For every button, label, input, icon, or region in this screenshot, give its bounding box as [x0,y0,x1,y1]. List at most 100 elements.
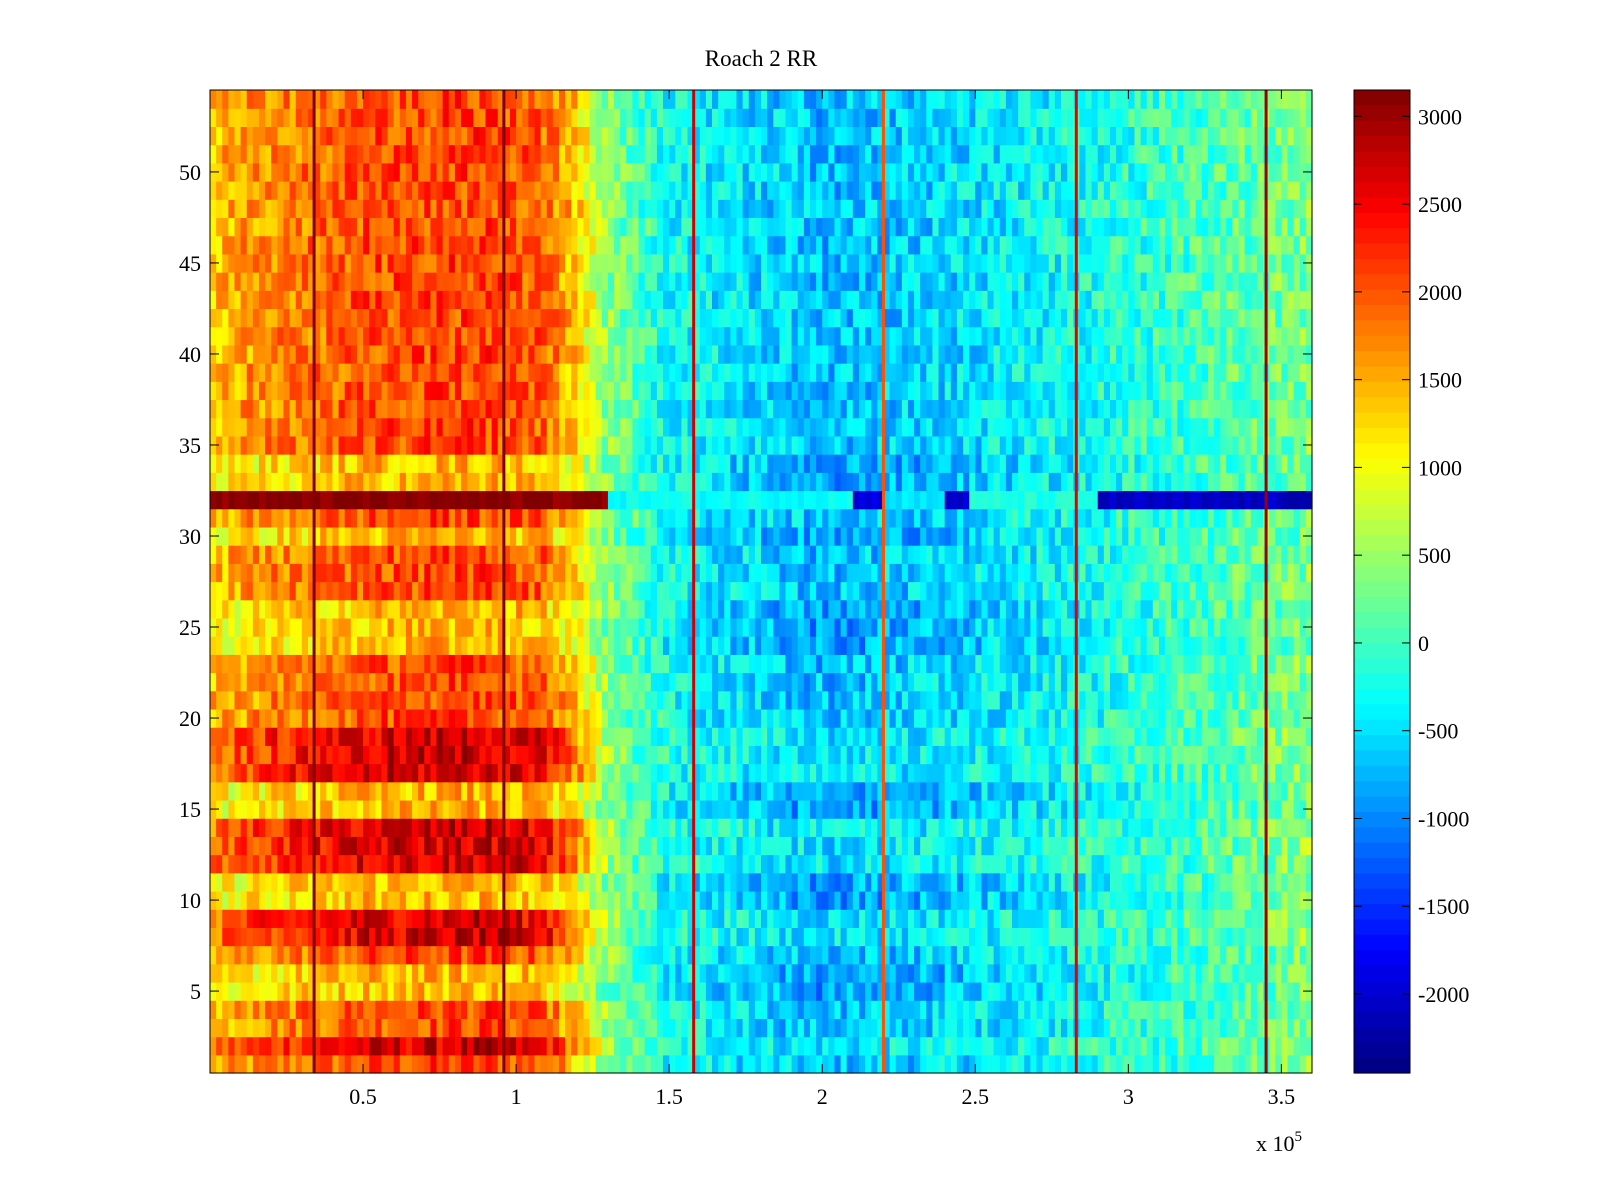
heatmap-cell [1244,799,1252,819]
heatmap-cell [1207,981,1215,1001]
heatmap-cell [509,818,517,837]
heatmap-cell [479,854,487,874]
heatmap-cell [295,690,303,710]
heatmap-cell [724,818,731,837]
heatmap-cell [412,836,419,856]
heatmap-cell [907,890,915,910]
heatmap-cell [712,599,719,619]
heatmap-cell [1067,581,1074,601]
heatmap-cell [797,599,805,619]
heatmap-cell [320,1036,327,1056]
heatmap-cell [1177,1036,1185,1056]
heatmap-cell [1091,763,1099,783]
heatmap-cell [840,763,848,783]
heatmap-cell [626,654,634,674]
heatmap-cell [1214,636,1221,655]
heatmap-cell [1269,581,1276,601]
heatmap-cell [797,1018,805,1038]
heatmap-cell [1299,1054,1307,1074]
heatmap-cell [675,981,683,1001]
heatmap-cell [589,763,597,783]
heatmap-cell [375,654,383,674]
heatmap-cell [363,854,370,874]
heatmap-cell [626,1000,634,1019]
heatmap-cell [326,927,334,947]
heatmap-cell [369,690,376,710]
heatmap-cell [491,818,499,837]
heatmap-cell [424,872,431,892]
heatmap-cell [828,818,836,837]
heatmap-cell [356,872,364,892]
heatmap-cell [320,836,327,856]
heatmap-cell [546,872,554,892]
heatmap-cell [216,981,223,1001]
heatmap-cell [503,745,511,765]
heatmap-cell [387,1018,395,1038]
heatmap-cell [858,1036,866,1056]
heatmap-cell [540,963,548,983]
heatmap-cell [228,799,236,819]
heatmap-cell [809,1054,817,1074]
heatmap-cell [1281,945,1289,965]
heatmap-cell [1165,617,1172,637]
heatmap-cell [1220,836,1227,856]
heatmap-cell [1152,799,1160,819]
heatmap-cell [558,781,566,801]
heatmap-cell [369,781,376,801]
heatmap-cell [816,1018,823,1038]
heatmap-cell [265,945,272,965]
heatmap-cell [314,872,321,892]
heatmap-cell [1214,690,1221,710]
heatmap-cell [1103,617,1111,637]
heatmap-cell [442,599,450,619]
heatmap-cell [1030,890,1038,910]
heatmap-cell [344,927,352,947]
heatmap-cell [332,799,340,819]
heatmap-cell [522,563,529,583]
heatmap-cell [1201,854,1209,874]
heatmap-cell [944,563,952,583]
heatmap-cell [828,654,836,674]
heatmap-cell [393,854,401,874]
heatmap-cell [571,927,578,947]
heatmap-cell [1048,745,1056,765]
heatmap-cell [620,963,627,983]
heatmap-cell [1244,690,1252,710]
heatmap-cell [1067,1000,1074,1019]
heatmap-cell [1140,654,1148,674]
heatmap-cell [344,872,352,892]
heatmap-cell [516,581,523,601]
heatmap-cell [828,854,836,874]
heatmap-cell [503,1018,511,1038]
heatmap-cell [1158,1000,1166,1019]
heatmap-cell [858,1054,866,1074]
heatmap-cell [369,745,376,765]
heatmap-cell [969,1054,976,1074]
heatmap-cell [338,1054,346,1074]
heatmap-cell [816,945,823,965]
heatmap-cell [1005,690,1013,710]
heatmap-cell [454,1000,462,1019]
heatmap-cell [210,563,217,583]
heatmap-cell [858,836,866,856]
heatmap-cell [405,563,413,583]
heatmap-cell [375,799,383,819]
heatmap-cell [1177,963,1185,983]
heatmap-cell [320,945,327,965]
heatmap-cell [1012,981,1019,1001]
heatmap-cell [295,654,303,674]
heatmap-cell [681,781,689,801]
heatmap-cell [754,945,762,965]
heatmap-cell [516,672,523,692]
heatmap-cell [356,690,364,710]
heatmap-cell [926,581,934,601]
heatmap-cell [705,927,713,947]
heatmap-cell [344,1054,352,1074]
heatmap-cell [461,872,468,892]
heatmap-cell [540,636,548,655]
heatmap-cell [1201,636,1209,655]
heatmap-cell [632,599,640,619]
heatmap-cell [216,654,223,674]
heatmap-cell [748,836,756,856]
heatmap-cell [748,1000,756,1019]
